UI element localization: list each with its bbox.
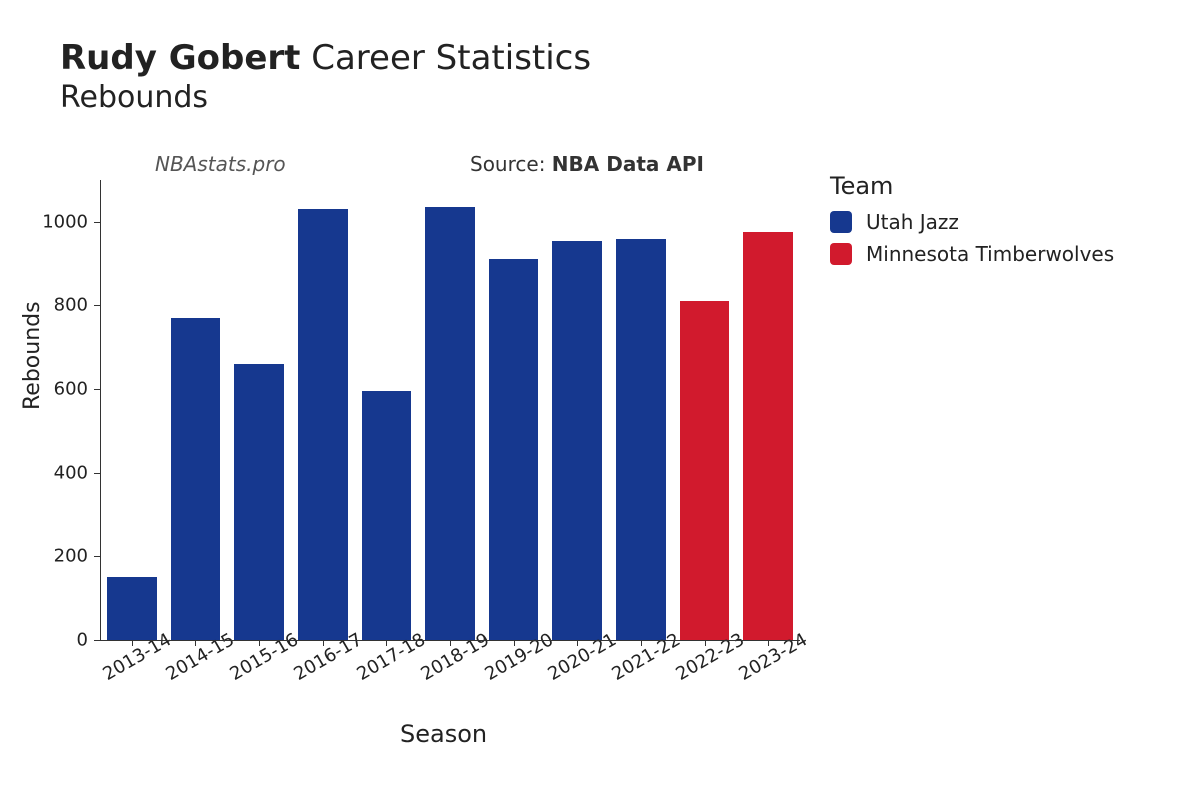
legend-label: Minnesota Timberwolves	[866, 242, 1114, 266]
title-suffix: Career Statistics	[311, 38, 591, 78]
bar	[552, 241, 602, 640]
legend-swatch	[830, 211, 852, 233]
title-line-1: Rudy Gobert Career Statistics	[60, 38, 591, 78]
plot-area: 020040060080010002013-142014-152015-1620…	[100, 180, 800, 640]
y-tick-label: 400	[28, 462, 88, 483]
title-metric: Rebounds	[60, 80, 591, 115]
bar	[234, 364, 284, 640]
bar	[680, 301, 730, 640]
bar	[107, 577, 157, 640]
source-attribution: Source: NBA Data API	[470, 152, 704, 176]
chart-title-block: Rudy Gobert Career Statistics Rebounds	[60, 38, 591, 115]
y-tick-label: 0	[28, 630, 88, 651]
y-axis-line	[100, 180, 101, 640]
x-axis-line	[100, 640, 800, 641]
site-watermark: NBAstats.pro	[155, 152, 286, 176]
bar	[298, 209, 348, 640]
bar	[425, 207, 475, 640]
legend-item: Minnesota Timberwolves	[830, 242, 1114, 266]
legend-swatch	[830, 243, 852, 265]
x-axis-label: Season	[400, 720, 487, 748]
y-tick-label: 200	[28, 546, 88, 567]
bar-chart: 020040060080010002013-142014-152015-1620…	[100, 180, 800, 640]
bar	[489, 259, 539, 640]
bar	[616, 239, 666, 640]
bar	[743, 232, 793, 640]
bar	[362, 391, 412, 640]
player-name: Rudy Gobert	[60, 38, 300, 78]
y-tick-label: 600	[28, 379, 88, 400]
legend-label: Utah Jazz	[866, 210, 959, 234]
source-prefix: Source:	[470, 152, 552, 176]
legend-title: Team	[830, 172, 1114, 200]
source-name: NBA Data API	[552, 152, 704, 176]
y-tick-label: 1000	[28, 211, 88, 232]
bar	[171, 318, 221, 640]
legend-item: Utah Jazz	[830, 210, 1114, 234]
legend: Team Utah Jazz Minnesota Timberwolves	[830, 172, 1114, 274]
y-tick-label: 800	[28, 295, 88, 316]
